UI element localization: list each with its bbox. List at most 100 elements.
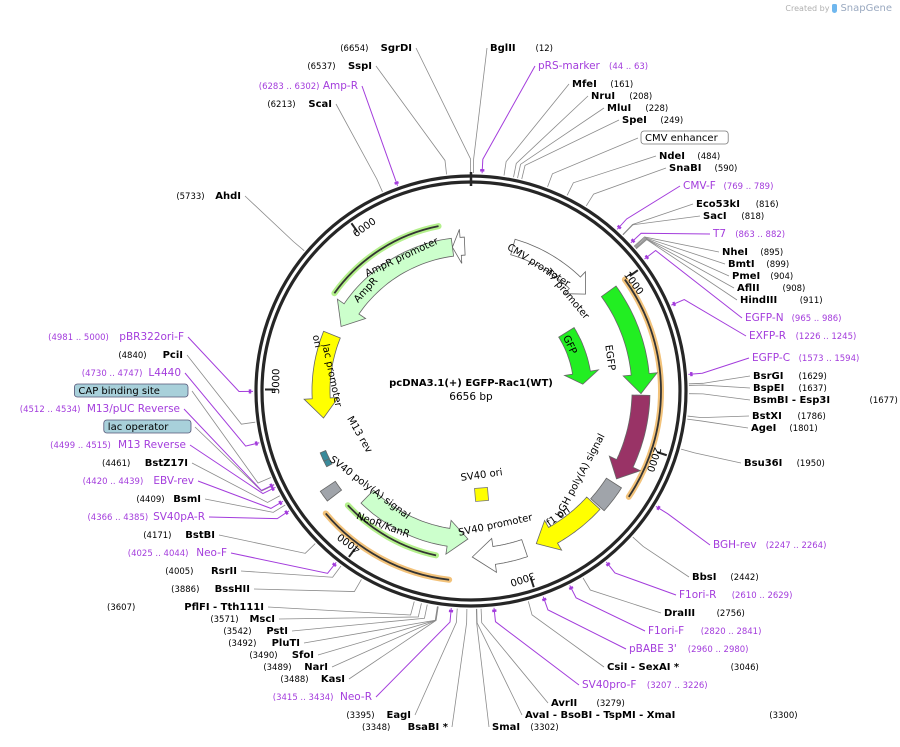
enzyme-bstbi[interactable]: BstBI (4171) (143, 530, 215, 541)
site-position: (2442) (730, 573, 758, 583)
primer-neo-f[interactable]: Neo-F (4025 .. 4044) (128, 547, 227, 559)
enzyme-rsrii[interactable]: RsrII (4005) (165, 566, 237, 577)
bgh-polya-box[interactable] (590, 477, 623, 512)
enzyme-bsshii[interactable]: BssHII (3886) (171, 584, 250, 595)
enzyme-spei[interactable]: SpeI (249) (622, 115, 683, 126)
primer-neo-r[interactable]: Neo-R (3415 .. 3434) (273, 691, 372, 703)
primer-bgh-rev[interactable]: BGH-rev (2247 .. 2264) (713, 539, 826, 551)
enzyme-bbsi[interactable]: BbsI (2442) (692, 572, 759, 583)
ampr-arrow[interactable] (336, 237, 455, 328)
primer-pbr322ori-f[interactable]: pBR322ori-F (4981 .. 5000) (48, 331, 184, 343)
enzyme-csii-sexai[interactable]: CsiI - SexAI * (3046) (607, 662, 759, 673)
primer-f1ori-r[interactable]: F1ori-R (2610 .. 2629) (679, 589, 792, 601)
enzyme-draiii[interactable]: DraIII (2756) (664, 608, 745, 619)
ori-arrow[interactable] (303, 330, 341, 419)
enzyme-bsrgi[interactable]: BsrGI (1629) (753, 371, 827, 382)
enzyme-pflfi-tth111i[interactable]: PflFI - Tth111I (3607) (107, 602, 264, 613)
primer-sv40pa-r[interactable]: SV40pA-R (4366 .. 4385) (87, 511, 205, 523)
site-name: DraIII (664, 608, 695, 619)
enzyme-bspei[interactable]: BspEI (1637) (753, 383, 827, 394)
enzyme-smai[interactable]: SmaI (3302) (492, 722, 559, 733)
feature-label-sv40-ori: SV40 ori (460, 467, 503, 484)
enzyme-aflii[interactable]: AflII (908) (737, 283, 805, 294)
enzyme-nhei[interactable]: NheI (895) (722, 247, 783, 258)
enzyme-bglii[interactable]: BglII (12) (490, 43, 553, 54)
enzyme-avrii[interactable]: AvrII (3279) (551, 698, 625, 709)
feature-label-egfp: EGFP (602, 344, 616, 371)
enzyme-msci[interactable]: MscI (3571) (210, 614, 275, 625)
primer-egfp-c[interactable]: EGFP-C (1573 .. 1594) (752, 352, 859, 364)
enzyme-bstxi[interactable]: BstXI (1786) (752, 411, 826, 422)
enzyme-kasi[interactable]: KasI (3488) (280, 674, 345, 685)
neor-kanr-arrow[interactable] (360, 489, 469, 556)
primer-m13-puc-reverse[interactable]: M13/pUC Reverse (4512 .. 4534) (20, 403, 180, 415)
primer-egfp-n[interactable]: EGFP-N (965 .. 986) (745, 312, 841, 324)
enzyme-mlui[interactable]: MluI (228) (607, 103, 668, 114)
enzyme-ahdi[interactable]: AhdI (5733) (176, 191, 241, 202)
leader-line (688, 375, 751, 385)
enzyme-nrui[interactable]: NruI (208) (591, 91, 652, 102)
enzyme-snabi[interactable]: SnaBI (590) (669, 163, 737, 174)
site-name: EGFP-N (745, 312, 784, 324)
leader-line (493, 607, 580, 686)
enzyme-mfei[interactable]: MfeI (161) (572, 79, 633, 90)
sv40-ori-box[interactable] (474, 486, 490, 502)
primer-amp-r[interactable]: Amp-R(6283 .. 6302) (259, 80, 358, 92)
enzyme-pmei[interactable]: PmeI (904) (732, 271, 793, 282)
enzyme-scai[interactable]: ScaI (6213) (267, 99, 332, 110)
site-name: SspI (348, 61, 372, 72)
leader-line (240, 565, 342, 578)
cmv-promoter-arrow[interactable] (510, 238, 586, 295)
enzyme-eco53ki[interactable]: Eco53kI (816) (696, 199, 779, 210)
enzyme-psti[interactable]: PstI (3542) (223, 626, 288, 637)
primer-m13-reverse[interactable]: M13 Reverse (4499 .. 4515) (50, 439, 186, 451)
enzyme-sspi[interactable]: SspI (6537) (307, 61, 372, 72)
primer-l4440[interactable]: L4440 (4730 .. 4747) (82, 367, 181, 379)
enzyme-bsmi[interactable]: BsmI (4409) (136, 494, 201, 505)
feature-cap-binding-site[interactable]: CAP binding site (74, 383, 189, 398)
primer-binding-mark (394, 181, 399, 185)
enzyme-bsmbi-esp3i[interactable]: BsmBI - Esp3I (1677) (753, 395, 898, 406)
primer-pbabe-3[interactable]: pBABE 3' (2960 .. 2980) (629, 643, 749, 655)
rac1-arrow[interactable] (608, 394, 651, 480)
leader-line (244, 195, 305, 251)
enzyme-sgrdi[interactable]: SgrDI (6654) (340, 43, 412, 54)
site-position: (1637) (799, 384, 827, 394)
enzyme-bstz17i[interactable]: BstZ17I (4461) (102, 458, 188, 469)
primer-f1ori-f[interactable]: F1ori-F (2820 .. 2841) (648, 625, 761, 637)
leader-line (415, 47, 471, 174)
enzyme-sfoi[interactable]: SfoI (3490) (249, 650, 314, 661)
enzyme-bsabi[interactable]: BsaBI * (3348) (362, 722, 449, 733)
enzyme-pcii[interactable]: PciI (4840) (118, 350, 183, 361)
site-name: EagI (387, 710, 411, 721)
primer-ebv-rev[interactable]: EBV-rev (4420 .. 4439) (83, 475, 194, 487)
enzyme-saci[interactable]: SacI (818) (703, 211, 764, 222)
enzyme-nari[interactable]: NarI (3489) (263, 662, 328, 673)
sv40-promoter-arrow[interactable] (471, 537, 529, 574)
enzyme-bsu36i[interactable]: Bsu36I (1950) (744, 458, 825, 469)
enzyme-pluti[interactable]: PluTI (3492) (228, 638, 300, 649)
enzyme-eagi[interactable]: EagI (3395) (346, 710, 411, 721)
primer-prs-marker[interactable]: pRS-marker (44 .. 63) (538, 60, 648, 72)
enzyme-bmti[interactable]: BmtI (899) (728, 259, 789, 270)
sv40-polya-box[interactable] (319, 480, 343, 502)
enzyme-hindiii[interactable]: HindIII (911) (740, 295, 823, 306)
cap-site-mark[interactable] (319, 449, 330, 462)
primer-exfp-r[interactable]: EXFP-R (1226 .. 1245) (749, 330, 856, 342)
feature-lac-operator[interactable]: lac operator (103, 419, 192, 434)
ampr-promoter-arrow[interactable] (451, 229, 466, 264)
feature-cmv-enhancer[interactable]: CMV enhancer (640, 130, 729, 145)
leader-line (616, 185, 681, 230)
egfp-arrow[interactable] (600, 285, 659, 395)
site-position: (1950) (797, 459, 825, 469)
enzyme-ndei[interactable]: NdeI (484) (659, 151, 720, 162)
f1-ori-arrow[interactable] (535, 496, 601, 551)
primer-sv40pro-f[interactable]: SV40pro-F (3207 .. 3226) (582, 679, 708, 691)
gfp-arrow[interactable] (558, 327, 600, 385)
enzyme-agei[interactable]: AgeI (1801) (751, 423, 818, 434)
primer-t7[interactable]: T7 (863 .. 882) (712, 228, 785, 240)
site-name: F1ori-F (648, 625, 684, 637)
enzyme-avai-bsobi-tspmi-xmai[interactable]: AvaI - BsoBI - TspMI - XmaI (3300) (525, 710, 798, 721)
primer-cmv-f[interactable]: CMV-F (769 .. 789) (683, 180, 773, 192)
